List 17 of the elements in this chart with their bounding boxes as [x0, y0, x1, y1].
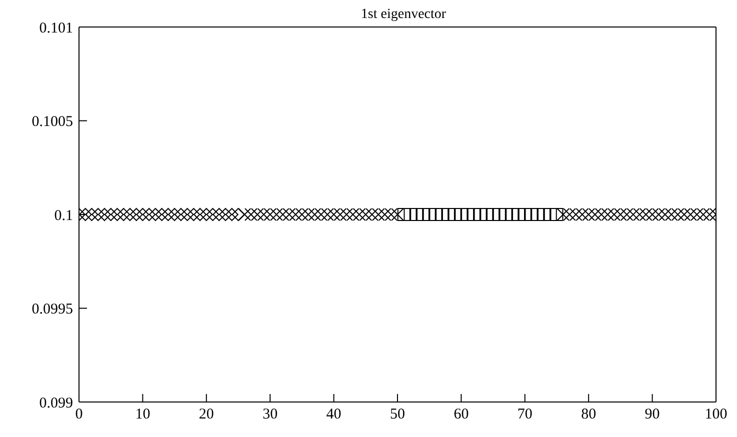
x-tick-label: 30	[262, 406, 278, 423]
x-tick-label: 60	[454, 406, 469, 423]
y-tick-label: 0.1005	[32, 114, 73, 130]
chart-title: 1st eigenvector	[360, 7, 448, 22]
x-tick-label: 70	[517, 406, 532, 423]
x-tick-label: 20	[198, 406, 214, 423]
y-tick-label: 0.101	[39, 20, 73, 36]
x-tick-label: 50	[390, 406, 405, 423]
x-tick-label: 80	[581, 406, 596, 423]
x-tick-label: 90	[644, 406, 660, 423]
y-tick-label: 0.099	[39, 395, 73, 412]
y-tick-label: 0.1	[54, 208, 73, 224]
y-tick-label: 0.0995	[32, 302, 73, 318]
x-tick-label: 10	[135, 406, 150, 423]
x-tick-label: 0	[75, 406, 83, 423]
x-tick-label: 100	[704, 406, 728, 423]
x-tick-label: 40	[326, 406, 342, 423]
